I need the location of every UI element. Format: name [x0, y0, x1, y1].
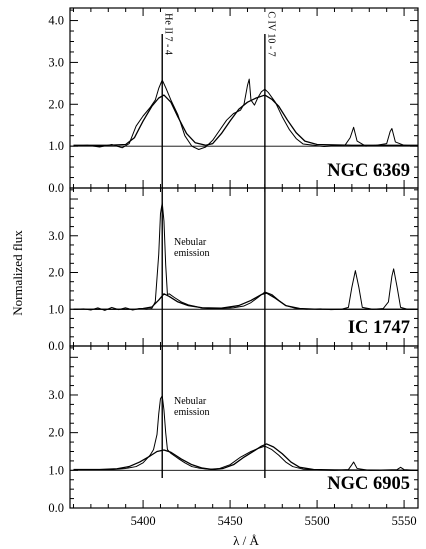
y-tick-label: 1.0 — [48, 302, 64, 316]
panels-group: 0.0 1.0 2.0 3.0 4.0 NGC 6369 0.0 1.0 2.0 3.0 IC 17… — [48, 7, 419, 515]
spectrum-series-1 — [73, 395, 419, 471]
x-tick-label: 5450 — [218, 514, 243, 528]
line-marker-label: C IV 10 - 7 — [265, 11, 276, 56]
y-axis-label: Normalized flux — [10, 230, 25, 316]
y-tick-label: 2.0 — [48, 266, 64, 280]
y-tick-label: 1.0 — [48, 139, 64, 153]
panel-frame — [69, 345, 419, 509]
y-tick-label: 2.0 — [48, 97, 64, 111]
annotation-text: Nebular — [174, 237, 207, 248]
spectrum-series-1 — [73, 78, 419, 150]
y-tick-label: 1.0 — [48, 463, 64, 477]
x-axis-ticks: 5400 5450 5500 5550 — [131, 514, 417, 528]
spectrum-series-2 — [73, 292, 418, 310]
y-tick-label: 0.0 — [48, 181, 64, 195]
x-tick-label: 5550 — [392, 514, 417, 528]
y-tick-label: 4.0 — [48, 14, 64, 28]
annotation-text: Nebular — [174, 396, 207, 407]
x-tick-label: 5500 — [305, 514, 330, 528]
y-tick-label: 3.0 — [48, 55, 64, 69]
spectrum-series-2 — [73, 443, 419, 471]
spectrum-series-1 — [73, 202, 418, 311]
annotation-text: emission — [174, 248, 210, 259]
line-markers: He II 7 - 4 C IV 10 - 7 — [161, 11, 276, 478]
y-tick-label: 2.0 — [48, 426, 64, 440]
object-name: NGC 6905 — [327, 474, 410, 494]
annotation-text: emission — [174, 407, 210, 418]
object-name: NGC 6369 — [327, 161, 410, 181]
spectrum-series-2 — [73, 94, 418, 146]
y-tick-label: 3.0 — [48, 388, 64, 402]
y-tick-label: 0.0 — [48, 501, 64, 515]
object-name: IC 1747 — [348, 318, 410, 338]
x-tick-label: 5400 — [131, 514, 156, 528]
panel-1: 0.0 1.0 2.0 3.0 4.0 NGC 6369 — [48, 7, 419, 195]
x-axis-label: λ / Å — [233, 533, 259, 548]
y-tick-label: 0.0 — [48, 339, 64, 353]
y-tick-label: 3.0 — [48, 229, 64, 243]
line-marker-label: He II 7 - 4 — [163, 13, 174, 55]
